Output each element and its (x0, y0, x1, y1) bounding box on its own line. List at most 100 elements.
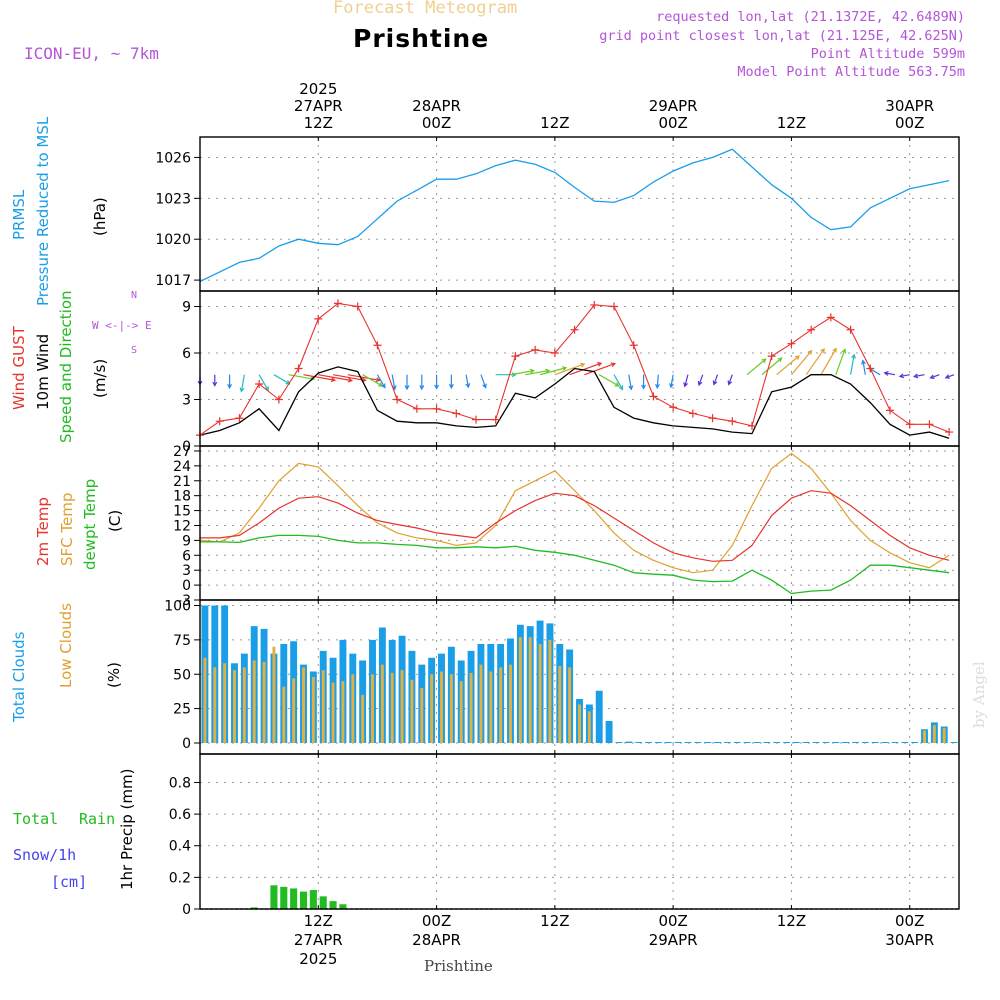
model-label: ICON-EU, ~ 7km (24, 44, 159, 63)
total-clouds-bar (694, 742, 702, 743)
low-clouds-bar (932, 725, 936, 743)
wind-gust-marker (925, 420, 934, 429)
sfc-temp-line (199, 452, 950, 574)
low-clouds-bar (331, 682, 335, 743)
wind-10m-line (199, 366, 950, 439)
bottom-time-label: 27APR (294, 931, 343, 949)
wind-gust-marker (393, 395, 402, 404)
wind-arrow (641, 374, 647, 390)
wind-gust-marker (511, 352, 520, 361)
wind-arrow (376, 374, 386, 389)
total-clouds-bar (645, 742, 652, 743)
precip-snow-label: Snow/1h (13, 846, 77, 864)
total-clouds-bar (743, 742, 751, 743)
wind-arrow-shaft (465, 374, 469, 388)
wind-gust-marker (235, 414, 244, 423)
wind-arrow-shaft (584, 363, 616, 376)
low-clouds-bar (252, 660, 256, 743)
wind-arrow (347, 374, 381, 383)
wind-arrow (318, 374, 354, 383)
low-clouds-bar (371, 674, 374, 743)
low-clouds-bar (578, 704, 581, 743)
total-clouds-bar (753, 742, 761, 743)
temperature-ytick-label: 15 (173, 504, 191, 520)
total-clouds-bar (861, 742, 869, 743)
total-clouds-bar (654, 742, 662, 743)
clouds-ytick-label: 50 (173, 667, 191, 683)
precipitation-panel (194, 754, 959, 910)
precip-bar (270, 885, 278, 909)
low-clouds-bar (528, 637, 532, 743)
wind-arrow (746, 358, 767, 376)
precip-bar (290, 888, 298, 909)
wind-arrow-shaft (884, 372, 896, 376)
wind-gust-marker (669, 403, 678, 412)
wind-arrow-shaft (376, 374, 386, 388)
pressure-frame (199, 136, 960, 292)
wind-arrow-shaft (790, 350, 813, 376)
total-clouds-bar (704, 742, 712, 743)
wind-arrow (510, 368, 535, 376)
location-title: Prishtine (353, 24, 490, 53)
clouds-ytick-label: 0 (182, 736, 191, 752)
wind-arrow-shaft (713, 374, 719, 385)
wind-gust-marker (787, 339, 796, 348)
wind-arrow-shaft (698, 374, 704, 386)
wind-arrow-head (434, 384, 440, 390)
wind-arrow-shaft (525, 369, 550, 376)
low-clouds-bar (400, 670, 404, 743)
wind-arrow-shaft (670, 374, 674, 388)
bottom-time-label: 00Z (658, 912, 687, 930)
low-clouds-bar (242, 667, 246, 743)
top-time-label: 12Z (777, 114, 806, 132)
wind-arrow (835, 348, 847, 375)
wind-arrow (861, 359, 866, 375)
wind-arrow-shaft (258, 374, 269, 391)
low-clouds-bar (469, 672, 473, 743)
precip-bar (319, 896, 327, 909)
low-clouds-bar (311, 677, 315, 743)
total-clouds-bar (950, 742, 958, 743)
low-clouds-bar (420, 688, 424, 743)
wind-arrow-head (562, 366, 568, 371)
temperature-panel (194, 446, 959, 601)
wind-arrow-head (330, 377, 337, 383)
pressure-ytick-label: 1020 (155, 232, 191, 248)
wind-gust-marker (452, 409, 461, 418)
wind-arrow-shaft (849, 354, 855, 375)
wind-arrow-shaft (613, 374, 624, 390)
wind-arrow-head (448, 384, 454, 390)
low-clouds-bar (272, 646, 276, 743)
precipitation-ytick-label: 0.4 (169, 839, 191, 855)
wind-arrow (898, 373, 910, 379)
bottom-time-label: 12Z (777, 912, 806, 930)
temperature-ytick-label: 6 (182, 548, 191, 564)
wind-arrow (790, 349, 813, 376)
top-time-label: 28APR (412, 97, 461, 115)
wind-arrow-shaft (391, 374, 396, 390)
wind-arrow-head (381, 383, 386, 389)
total-clouds-bar (674, 742, 682, 743)
wind-arrow (655, 374, 660, 390)
wind-arrow-head (641, 384, 647, 390)
total-clouds-bar (842, 742, 850, 743)
low-clouds-bar (479, 664, 483, 743)
compass-n: N (131, 290, 138, 301)
wind-ytick-label: 9 (182, 300, 191, 316)
wind-arrow-head (618, 385, 624, 391)
wind-gust-marker (649, 392, 658, 401)
wind-gust-marker (748, 421, 756, 430)
total-clouds-bar (871, 742, 879, 743)
wind-arrow-shaft (347, 374, 380, 381)
precip-bar (329, 901, 337, 909)
clouds-ytick-label: 75 (173, 633, 191, 649)
wind-arrow-head (580, 362, 586, 368)
wind-gust-marker (945, 428, 954, 437)
total-clouds-bar (792, 742, 800, 743)
wind-arrow (227, 374, 233, 390)
wind-arrow-shaft (362, 374, 383, 387)
wind-arrow (944, 374, 955, 379)
temperature-ytick-label: 27 (173, 444, 191, 460)
